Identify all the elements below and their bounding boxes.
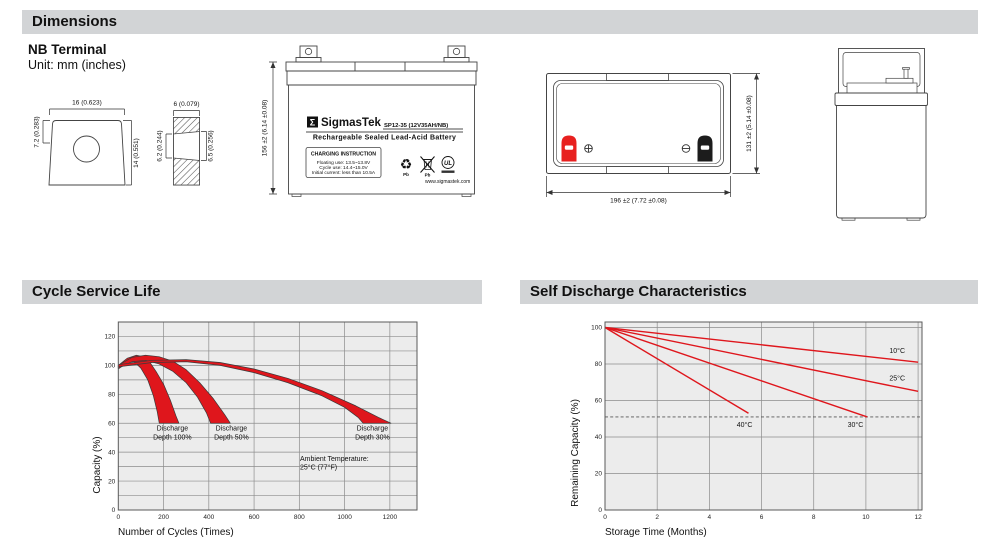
positive-terminal-red: [561, 135, 577, 162]
chart-annotation: Discharge: [157, 425, 189, 432]
x-tick-label: 600: [249, 514, 260, 521]
series-10°C: [604, 326, 919, 363]
y-tick-label: 80: [108, 392, 116, 399]
negative-terminal-black: [697, 135, 713, 162]
charging-title: CHARGING INSTRUCTION: [311, 152, 376, 158]
series-label: 40°C: [737, 421, 753, 429]
front-terminal-left: [295, 45, 322, 63]
terminal-type-label: NB Terminal: [28, 42, 107, 57]
recycle-pb-icon: ♻ Pb: [400, 156, 413, 177]
series-label: 30°C: [848, 421, 864, 429]
charging-line: Floating use: 13.5~13.8V: [317, 160, 371, 166]
y-tick-label: 40: [108, 449, 116, 456]
x-tick-label: 1200: [383, 514, 398, 521]
x-tick-label: 4: [708, 514, 712, 521]
y-axis-label: Remaining Capacity (%): [570, 399, 581, 507]
series-25°C: [604, 326, 919, 393]
x-tick-label: 8: [812, 514, 816, 521]
x-tick-label: 400: [203, 514, 214, 521]
chart-annotation: Depth 30%: [355, 434, 390, 441]
sigma-logo-icon: [307, 116, 318, 128]
y-tick-label: 120: [104, 334, 115, 341]
dim-label: 156 ±2 (6.14 ±0.08): [262, 100, 269, 157]
dim-label: 6.5 (0.256): [208, 130, 215, 161]
x-tick-label: 200: [158, 514, 169, 521]
x-tick-label: 12: [914, 514, 922, 521]
plus-terminal-symbol: [584, 144, 593, 153]
ul-text: UL: [444, 161, 452, 167]
y-tick-label: 0: [112, 507, 116, 514]
sigma-glyph: Σ: [310, 118, 316, 128]
website-text: www.sigmastek.com: [425, 179, 470, 185]
x-axis-label: Number of Cycles (Times): [118, 527, 234, 538]
charging-instruction-box: [305, 147, 382, 178]
self-discharge-header: Self Discharge Characteristics: [520, 280, 978, 304]
y-tick-label: 100: [591, 325, 602, 332]
series-40°C: [604, 326, 749, 414]
front-terminal-right: [443, 45, 470, 63]
y-tick-label: 20: [108, 478, 116, 485]
dim-label: 6 (0.079): [173, 101, 199, 108]
battery-front-view: 156 ±2 (6.14 ±0.08) Σ SigmasTek SP12-35 …: [262, 45, 478, 197]
y-tick-label: 20: [595, 471, 603, 478]
series-30°C: [604, 326, 868, 418]
x-tick-label: 6: [760, 514, 764, 521]
dimension-drawings: 16 (0.623) 7.2 (0.283) 14 (0.551) 6 (0.0…: [34, 45, 928, 221]
minus-terminal-symbol: [681, 144, 691, 153]
brand-name: SigmasTek: [321, 117, 381, 129]
chart-annotation: 25°C (77°F): [300, 464, 337, 472]
y-tick-label: 40: [595, 434, 603, 441]
y-tick-label: 60: [595, 398, 603, 405]
dim-label: 16 (0.623): [72, 100, 102, 107]
y-tick-label: 100: [104, 363, 115, 370]
battery-side-view: [834, 48, 928, 221]
dim-label: 14 (0.551): [133, 138, 140, 168]
battery-label: Σ SigmasTek SP12-35 (12V35AH/NB) Recharg…: [305, 116, 470, 185]
dim-label: 6.2 (0.244): [157, 130, 164, 161]
y-tick-label: 60: [108, 420, 116, 427]
x-tick-label: 800: [294, 514, 305, 521]
terminal-bolt-hole: [73, 135, 100, 163]
dim-label: 196 ±2 (7.72 ±0.08): [610, 198, 667, 205]
terminal-front-view: 16 (0.623) 7.2 (0.283) 14 (0.551): [34, 100, 140, 186]
x-axis-label: Storage Time (Months): [605, 527, 707, 538]
recycle-glyph: ♻: [400, 156, 413, 172]
product-type: Rechargeable Sealed Lead-Acid Battery: [313, 135, 456, 142]
chart-annotation: Ambient Temperature:: [300, 456, 369, 463]
charging-line: Initial current: less than 10.5A: [312, 170, 376, 176]
dimensions-section-header: Dimensions: [22, 10, 978, 34]
ul-icon: UL: [441, 156, 455, 173]
dim-label: 131 ±2 (5.14 ±0.08): [746, 95, 753, 152]
series-label: 25°C: [889, 374, 905, 382]
charging-line: Cycle use: 14.4~15.0V: [319, 165, 368, 171]
y-tick-label: 80: [595, 361, 603, 368]
pb-text: Pb: [403, 172, 409, 177]
x-tick-label: 0: [603, 514, 607, 521]
y-tick-label: 0: [598, 507, 602, 514]
x-tick-label: 1000: [337, 514, 352, 521]
cycle-service-life-svg: 0 200 400 600 800 1000 1200 0 20 40 60 80 100 120 Disc…: [92, 321, 418, 538]
x-tick-label: 0: [116, 514, 120, 521]
pb-text: Pb: [425, 173, 431, 178]
series-label: 10°C: [889, 347, 905, 355]
crossed-bin-pb-icon: Pb: [420, 156, 435, 178]
battery-top-view: 196 ±2 (7.72 ±0.08) 131 ±2 (5.14 ±0.08): [546, 73, 760, 205]
chart-annotation: Depth 50%: [214, 434, 249, 441]
chart-annotation: Depth 100%: [153, 434, 192, 441]
chart-annotation: Discharge: [216, 425, 248, 432]
unit-note: Unit: mm (inches): [28, 58, 126, 72]
cycle-service-life-header: Cycle Service Life: [22, 280, 482, 304]
model-number: SP12-35 (12V35AH/NB): [384, 123, 448, 129]
cycle-service-life-chart: 0 200 400 600 800 1000 1200 0 20 40 60 80 100 120 Disc…: [90, 315, 430, 551]
self-discharge-chart: 10°C 25°C 30°C 40°C 0 2 4 6 8 10 12 0 20 40 60 80 100 Sto…: [560, 315, 950, 551]
x-tick-label: 2: [655, 514, 659, 521]
dim-label: 7.2 (0.283): [34, 116, 41, 147]
terminal-side-view: 6 (0.079) 6.2 (0.244) 6.5 (0.256): [157, 101, 215, 186]
x-tick-label: 10: [862, 514, 870, 521]
self-discharge-characteristics-svg: 10°C 25°C 30°C 40°C 0 2 4 6 8 10 12 0 20 40 60 80 100 Sto…: [570, 321, 923, 538]
y-axis-label: Capacity (%): [92, 436, 103, 493]
chart-annotation: Discharge: [357, 425, 389, 432]
band-Discharge Depth 30%: [117, 359, 392, 424]
